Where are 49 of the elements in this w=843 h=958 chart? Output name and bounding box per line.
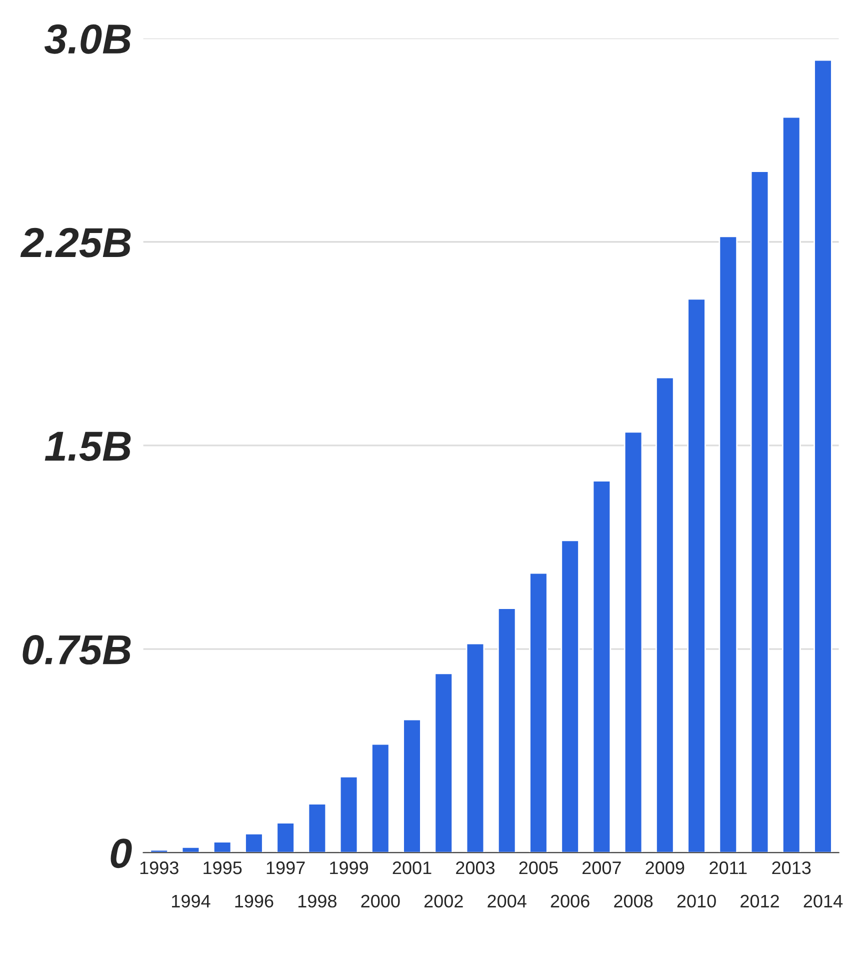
y-tick-label: 3.0B: [44, 24, 131, 54]
x-tick-label: 2002: [424, 894, 463, 908]
x-tick-label: 1995: [204, 861, 242, 874]
bar: [656, 376, 674, 853]
x-tick-label: 2009: [646, 861, 684, 874]
x-tick-label: 2003: [456, 861, 495, 874]
bar: [529, 572, 548, 853]
x-tick-label: 2012: [740, 894, 779, 908]
x-tick-label: 2000: [361, 894, 400, 908]
bar: [497, 608, 516, 853]
y-tick-label: 1.5B: [44, 432, 131, 461]
bar: [371, 743, 390, 853]
x-tick-label: 2008: [614, 894, 653, 908]
x-tick-label: 1997: [266, 861, 305, 874]
bar: [687, 298, 706, 853]
bar: [339, 776, 358, 853]
bar: [276, 822, 295, 853]
x-tick-label: 2013: [772, 861, 811, 874]
x-tick-label: 1994: [172, 894, 210, 908]
y-tick-label: 2.25B: [20, 228, 131, 258]
bar: [244, 832, 264, 853]
x-tick-label: 2007: [582, 861, 621, 874]
bar: [150, 849, 169, 853]
x-tick-label: 2010: [677, 894, 716, 908]
y-tick-label: 0: [110, 838, 132, 868]
bar: [718, 236, 738, 853]
bar: [624, 431, 643, 853]
bar: [466, 642, 485, 853]
x-tick-label: 2011: [710, 861, 747, 874]
x-tick-label: 2014: [804, 894, 843, 908]
x-tick-label: 2006: [550, 894, 590, 908]
bar: [402, 718, 422, 853]
bar: [750, 170, 770, 853]
x-tick-label: 1999: [330, 861, 368, 874]
x-tick-label: 2004: [488, 894, 526, 908]
bar: [592, 480, 612, 853]
x-tick-label: 1996: [235, 894, 274, 908]
bar: [782, 116, 801, 853]
y-tick-label: 0.75B: [22, 635, 131, 665]
x-tick-label: 2005: [519, 861, 558, 874]
x-tick-label: 1993: [140, 861, 178, 874]
bar: [308, 803, 327, 853]
x-tick-label: 2001: [392, 861, 432, 874]
bar: [814, 59, 832, 853]
bar: [181, 846, 200, 853]
bar: [212, 841, 232, 853]
x-tick-label: 1998: [298, 894, 336, 908]
bar: [434, 672, 454, 853]
bar: [560, 540, 580, 853]
